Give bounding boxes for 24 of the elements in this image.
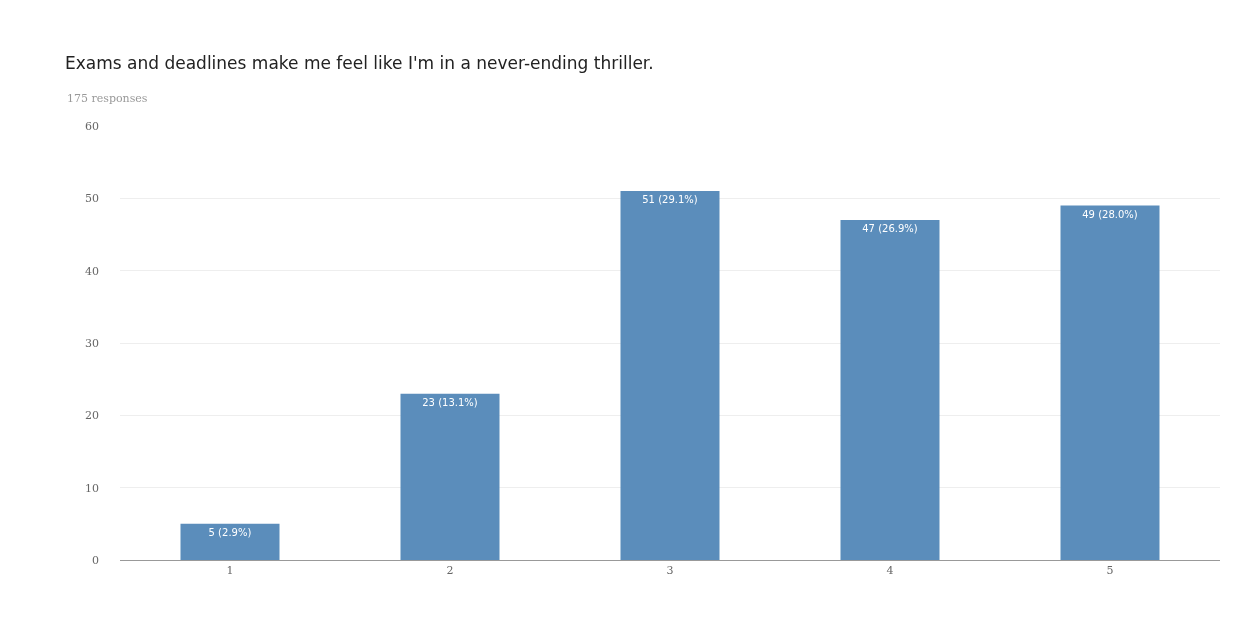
y-tick-label: 20 (85, 409, 99, 423)
bar (400, 393, 500, 560)
bar (620, 191, 720, 560)
y-tick-label: 50 (85, 192, 99, 206)
data-label: 47 (26.9%) (862, 223, 918, 235)
y-tick-label: 30 (85, 336, 99, 350)
chart-subtitle: 175 responses (67, 92, 148, 105)
data-label: 23 (13.1%) (422, 396, 478, 408)
x-tick-label: 4 (886, 564, 894, 578)
x-tick-label: 3 (666, 564, 674, 578)
chart-title: Exams and deadlines make me feel like I'm in a never-ending thriller. (65, 52, 654, 73)
bar (840, 220, 940, 560)
y-tick-label: 60 (85, 119, 99, 133)
bar (180, 523, 280, 560)
bar (1060, 205, 1160, 560)
y-tick-label: 40 (85, 264, 99, 278)
data-label: 51 (29.1%) (642, 194, 698, 206)
y-tick-label: 10 (85, 481, 99, 495)
x-tick-label: 1 (226, 564, 234, 578)
x-tick-label: 2 (446, 564, 454, 578)
y-tick-label: 0 (92, 553, 99, 567)
data-label: 49 (28.0%) (1082, 208, 1138, 220)
x-tick-label: 5 (1106, 564, 1114, 578)
data-label: 5 (2.9%) (208, 526, 252, 538)
